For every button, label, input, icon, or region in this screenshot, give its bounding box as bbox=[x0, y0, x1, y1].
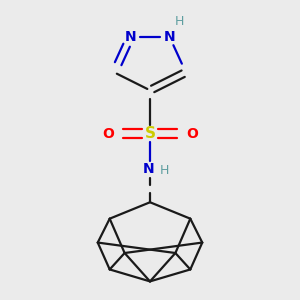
Text: H: H bbox=[160, 164, 169, 177]
Text: S: S bbox=[145, 126, 155, 141]
Text: N: N bbox=[143, 162, 154, 176]
Text: O: O bbox=[186, 127, 198, 141]
Text: H: H bbox=[175, 15, 184, 28]
Text: N: N bbox=[164, 29, 175, 44]
Text: O: O bbox=[102, 127, 114, 141]
Text: N: N bbox=[125, 29, 136, 44]
